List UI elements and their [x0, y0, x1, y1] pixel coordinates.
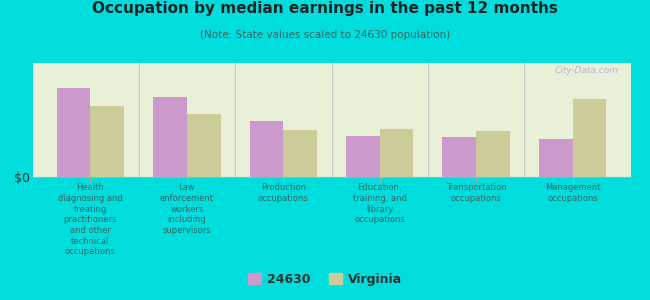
Legend: 24630, Virginia: 24630, Virginia	[243, 268, 407, 291]
Text: Production
occupations: Production occupations	[258, 183, 309, 203]
Text: (Note: State values scaled to 24630 population): (Note: State values scaled to 24630 popu…	[200, 30, 450, 40]
Text: Occupation by median earnings in the past 12 months: Occupation by median earnings in the pas…	[92, 2, 558, 16]
Text: Management
occupations: Management occupations	[545, 183, 601, 203]
Text: City-Data.com: City-Data.com	[554, 66, 619, 75]
Bar	[539, 139, 573, 177]
Bar	[187, 114, 220, 177]
Bar	[57, 88, 90, 177]
Bar	[153, 97, 187, 177]
Text: Transportation
occupations: Transportation occupations	[446, 183, 506, 203]
Bar	[90, 106, 124, 177]
Bar	[346, 136, 380, 177]
Text: Law
enforcement
workers
including
supervisors: Law enforcement workers including superv…	[160, 183, 214, 235]
Bar	[573, 99, 606, 177]
Text: Health
diagnosing and
treating
practitioners
and other
technical
occupations: Health diagnosing and treating practitio…	[58, 183, 123, 256]
Bar	[380, 129, 413, 177]
Bar	[283, 130, 317, 177]
Bar	[443, 137, 476, 177]
Text: Education,
training, and
library
occupations: Education, training, and library occupat…	[353, 183, 407, 224]
Bar	[476, 131, 510, 177]
Bar	[250, 121, 283, 177]
